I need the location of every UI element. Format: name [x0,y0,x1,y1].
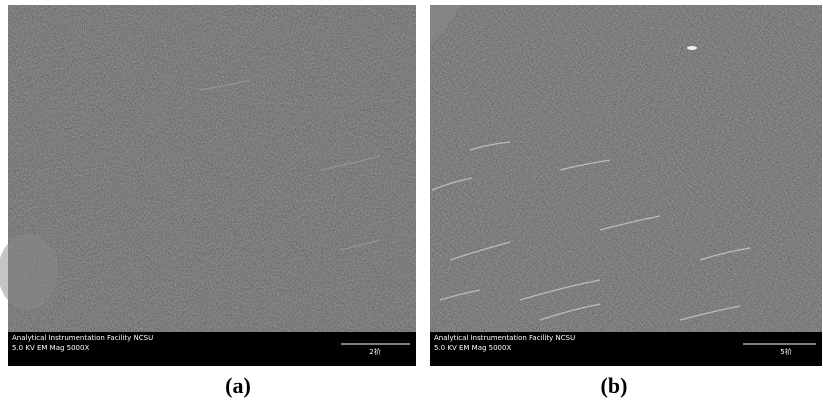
caption: (a) [225,373,251,398]
sem-image-a [0,5,416,366]
caption: (b) [601,373,628,398]
info-line: Analytical Instrumentation Facility NCSU [434,334,575,342]
info-line: 5.0 KV EM Mag 5000X [12,344,89,352]
figure: Analytical Instrumentation Facility NCSU… [0,0,823,406]
info-line: Analytical Instrumentation Facility NCSU [12,334,153,342]
scale-label: 5祄 [780,347,791,356]
sem-image-b [430,5,822,366]
scale-label: 2祄 [369,347,380,356]
info-line: 5.0 KV EM Mag 5000X [434,344,511,352]
